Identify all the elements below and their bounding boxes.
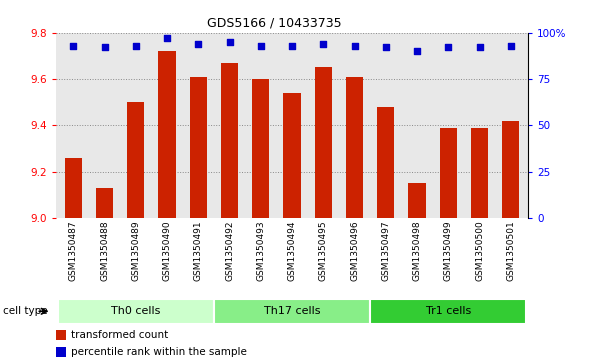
- Bar: [471, 127, 488, 218]
- Point: [350, 43, 359, 49]
- Point: [100, 45, 109, 50]
- Bar: [65, 158, 82, 218]
- Text: Tr1 cells: Tr1 cells: [426, 306, 471, 316]
- Bar: [56, 347, 67, 357]
- Bar: [127, 102, 145, 218]
- Point: [444, 45, 453, 50]
- Point: [381, 45, 391, 50]
- Text: percentile rank within the sample: percentile rank within the sample: [71, 347, 247, 357]
- Bar: [221, 63, 238, 218]
- Bar: [408, 183, 425, 218]
- Point: [319, 41, 328, 47]
- Bar: [440, 127, 457, 218]
- Text: transformed count: transformed count: [71, 330, 168, 340]
- Bar: [370, 299, 526, 323]
- Point: [131, 43, 140, 49]
- Bar: [252, 79, 270, 218]
- Point: [475, 45, 484, 50]
- Text: Th17 cells: Th17 cells: [264, 306, 320, 316]
- Point: [225, 39, 234, 45]
- Point: [68, 43, 78, 49]
- Text: cell type: cell type: [3, 306, 48, 316]
- Text: Th0 cells: Th0 cells: [111, 306, 160, 316]
- Bar: [346, 77, 363, 218]
- Bar: [283, 93, 301, 218]
- Bar: [56, 330, 67, 340]
- Point: [162, 35, 172, 41]
- Point: [256, 43, 266, 49]
- Bar: [96, 188, 113, 218]
- Bar: [214, 299, 370, 323]
- Text: GDS5166 / 10433735: GDS5166 / 10433735: [207, 16, 342, 29]
- Bar: [377, 107, 395, 218]
- Point: [194, 41, 203, 47]
- Point: [287, 43, 297, 49]
- Bar: [159, 51, 176, 218]
- Point: [506, 43, 516, 49]
- Bar: [502, 121, 519, 218]
- Bar: [58, 299, 214, 323]
- Bar: [314, 68, 332, 218]
- Point: [412, 48, 422, 54]
- Bar: [189, 77, 207, 218]
